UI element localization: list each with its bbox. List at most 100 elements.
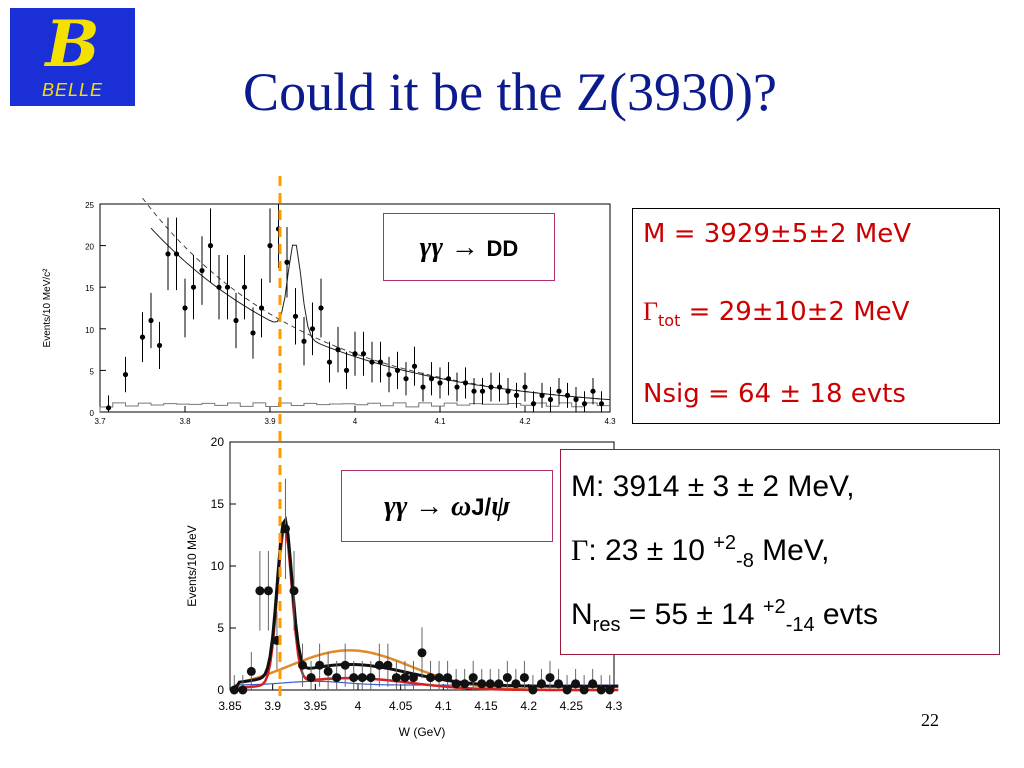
data-point bbox=[420, 384, 426, 390]
data-point bbox=[403, 376, 409, 382]
arrow: → bbox=[450, 231, 479, 262]
data-point bbox=[391, 673, 401, 683]
data-point bbox=[105, 405, 112, 411]
data-point bbox=[318, 305, 324, 311]
red-signal-curve bbox=[234, 526, 619, 692]
data-point bbox=[323, 666, 333, 676]
data-point bbox=[263, 586, 273, 596]
data-point bbox=[564, 392, 571, 398]
data-point bbox=[605, 685, 615, 695]
data-point bbox=[426, 673, 436, 683]
x-tick-label: 3.85 bbox=[218, 699, 242, 713]
gamma-gamma: γγ bbox=[384, 491, 408, 522]
reaction-label-omega-jpsi: γγ → ωJ/ψ bbox=[341, 470, 553, 542]
data-point bbox=[165, 251, 171, 257]
data-point bbox=[326, 359, 333, 365]
data-point bbox=[369, 359, 375, 365]
data-point bbox=[241, 284, 248, 290]
dd-product: DD bbox=[486, 236, 519, 261]
x-tick-label: 3.9 bbox=[264, 699, 281, 713]
y-tick-label: 20 bbox=[85, 243, 94, 252]
x-tick-label: 4.3 bbox=[606, 699, 623, 713]
omega: ω bbox=[450, 491, 472, 522]
data-point bbox=[298, 660, 308, 670]
data-point bbox=[588, 679, 598, 689]
data-point bbox=[238, 685, 248, 695]
psi: ψ bbox=[491, 491, 510, 522]
data-point bbox=[451, 679, 461, 689]
data-point bbox=[258, 305, 265, 311]
data-point bbox=[445, 376, 452, 382]
data-point bbox=[596, 685, 606, 695]
y-tick-label: 0 bbox=[217, 683, 224, 697]
data-point bbox=[182, 305, 188, 311]
data-point bbox=[315, 660, 325, 670]
nsig-result: Nsig = 64 ± 18 evts bbox=[643, 379, 906, 409]
mass-result: M = 3929±5±2 MeV bbox=[643, 219, 912, 249]
data-point bbox=[479, 388, 486, 394]
x-axis-label: W (GeV) bbox=[399, 725, 446, 739]
data-point bbox=[496, 384, 503, 390]
data-point bbox=[343, 367, 350, 373]
data-point bbox=[255, 586, 265, 596]
data-point bbox=[485, 679, 495, 689]
data-point bbox=[571, 679, 581, 689]
data-point bbox=[233, 317, 239, 324]
page-number: 22 bbox=[921, 710, 939, 730]
data-point bbox=[360, 351, 367, 357]
data-point bbox=[554, 679, 564, 689]
data-point bbox=[477, 679, 487, 689]
results-top-box: M = 3929±5±2 MeV Γtot = 29±10±2 MeV Nsig… bbox=[632, 208, 1000, 424]
nres-result: Nres = 55 ± 14 +2-14 evts bbox=[571, 596, 878, 636]
data-point bbox=[519, 673, 529, 683]
data-point bbox=[377, 359, 384, 365]
y-tick-label: 10 bbox=[211, 559, 225, 573]
width-result: Γtot = 29±10±2 MeV bbox=[643, 297, 910, 331]
dashed-marker-line bbox=[278, 176, 282, 696]
data-point bbox=[408, 673, 418, 683]
data-point bbox=[173, 251, 180, 257]
data-point bbox=[428, 376, 435, 382]
x-tick-label: 4.1 bbox=[434, 417, 446, 426]
data-point bbox=[148, 317, 154, 324]
data-point bbox=[522, 384, 528, 390]
data-point bbox=[488, 384, 494, 390]
x-tick-label: 4.2 bbox=[519, 417, 531, 426]
width-result: Γ: 23 ± 10 +2-8 MeV, bbox=[571, 532, 830, 572]
background-histogram bbox=[99, 402, 610, 412]
x-tick-label: 3.8 bbox=[179, 417, 191, 426]
data-point bbox=[437, 380, 443, 386]
y-tick-label: 25 bbox=[85, 201, 94, 210]
data-point bbox=[156, 342, 163, 349]
data-point bbox=[250, 330, 256, 336]
data-point bbox=[471, 388, 477, 394]
y-tick-label: 0 bbox=[90, 409, 95, 418]
y-axis-label: Events/10 MeV/c² bbox=[42, 268, 53, 348]
data-point bbox=[547, 396, 554, 403]
x-tick-label: 4.15 bbox=[474, 699, 498, 713]
data-point bbox=[545, 673, 555, 683]
data-point bbox=[502, 673, 512, 683]
data-point bbox=[443, 673, 453, 683]
data-point bbox=[579, 685, 589, 695]
data-point bbox=[590, 388, 596, 394]
data-point bbox=[513, 392, 520, 398]
data-point bbox=[562, 685, 572, 695]
x-tick-label: 4.05 bbox=[389, 699, 413, 713]
data-point bbox=[505, 388, 511, 394]
x-tick-label: 4.2 bbox=[520, 699, 537, 713]
data-point bbox=[539, 392, 545, 398]
data-point bbox=[289, 586, 299, 596]
data-point bbox=[349, 673, 359, 683]
logo-text: BELLE bbox=[41, 80, 104, 100]
y-tick-label: 5 bbox=[90, 367, 95, 376]
data-point bbox=[284, 259, 290, 265]
bottom-plot: 3.85 3.9 3.95 4 4.05 4.1 4.15 4.2 4.25 4.3 0 5 10 15 2… bbox=[185, 435, 623, 739]
data-point bbox=[306, 673, 316, 683]
y-tick-label: 5 bbox=[217, 621, 224, 635]
data-point bbox=[434, 673, 444, 683]
data-point bbox=[598, 401, 605, 407]
data-point bbox=[511, 679, 521, 689]
data-point bbox=[139, 334, 146, 340]
x-tick-label: 4.25 bbox=[560, 699, 584, 713]
